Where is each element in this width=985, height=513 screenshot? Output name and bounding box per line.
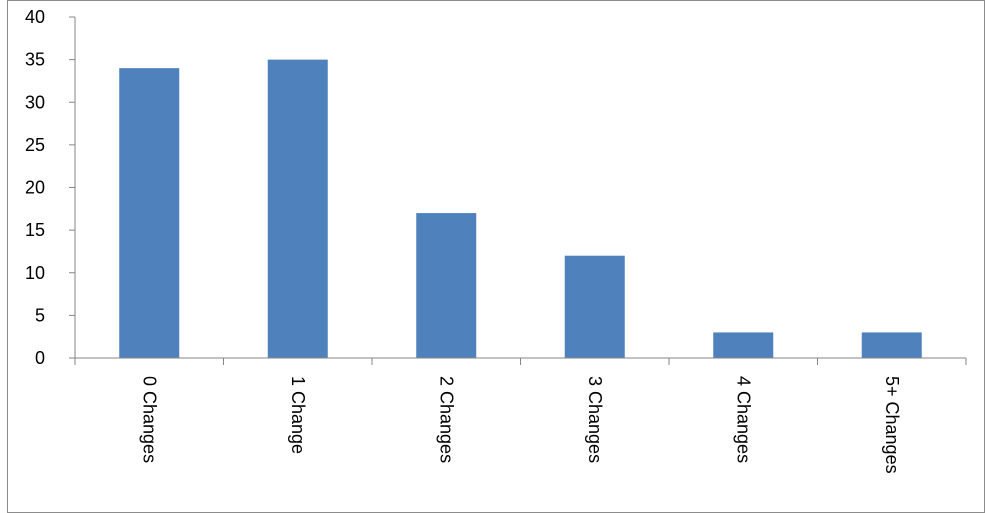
category-label-0: 0 Changes	[139, 376, 159, 463]
y-tick-label-0: 0	[35, 348, 45, 368]
y-tick-label-7: 35	[25, 50, 45, 70]
bar-2	[416, 213, 477, 358]
y-tick-label-8: 40	[25, 7, 45, 27]
bar-4	[713, 332, 774, 358]
x-axis: 0 Changes 1 Change 2 Changes 3 Changes 4 Cha…	[74, 357, 967, 474]
y-tick-label-4: 20	[25, 178, 45, 198]
bars-group	[119, 59, 922, 359]
bar-3	[564, 255, 625, 358]
y-tick-label-6: 30	[25, 92, 45, 112]
y-axis: 0 5 10 15 20 25 30 35 40	[25, 7, 76, 368]
bar-0	[119, 68, 180, 359]
y-tick-label-3: 15	[25, 220, 45, 240]
category-label-3: 3 Changes	[585, 376, 605, 463]
bar-5	[861, 332, 922, 358]
category-label-1: 1 Change	[288, 376, 308, 454]
y-tick-label-2: 10	[25, 263, 45, 283]
category-label-4: 4 Changes	[733, 376, 753, 463]
y-tick-label-1: 5	[35, 305, 45, 325]
bar-1	[267, 59, 328, 358]
category-label-2: 2 Changes	[436, 376, 456, 463]
category-label-5: 5+ Changes	[882, 376, 902, 474]
y-tick-label-5: 25	[25, 135, 45, 155]
